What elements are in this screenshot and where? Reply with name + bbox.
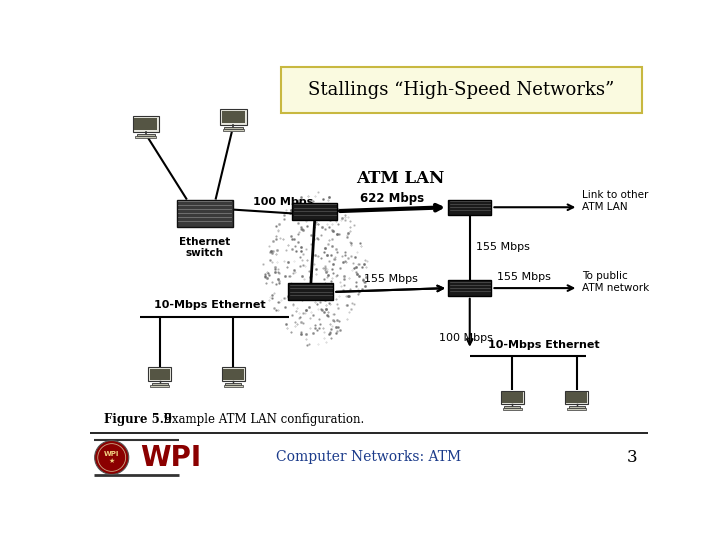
FancyBboxPatch shape: [225, 383, 241, 384]
FancyBboxPatch shape: [281, 67, 642, 112]
Text: Example ATM LAN configuration.: Example ATM LAN configuration.: [152, 413, 364, 426]
FancyBboxPatch shape: [220, 110, 246, 125]
Text: 10-Mbps Ethernet: 10-Mbps Ethernet: [154, 300, 266, 310]
Text: To public
ATM network: To public ATM network: [582, 271, 649, 293]
Text: 10-Mbps Ethernet: 10-Mbps Ethernet: [487, 340, 599, 350]
Text: 155 Mbps: 155 Mbps: [476, 242, 530, 252]
Text: Link to other
ATM LAN: Link to other ATM LAN: [582, 190, 649, 212]
Text: 155 Mbps: 155 Mbps: [497, 272, 551, 282]
Text: WPI: WPI: [140, 443, 202, 471]
Text: WPI
★: WPI ★: [104, 451, 120, 464]
Text: 155 Mbps: 155 Mbps: [364, 274, 418, 284]
FancyBboxPatch shape: [132, 117, 159, 132]
FancyBboxPatch shape: [501, 390, 524, 404]
Text: Figure 5.9: Figure 5.9: [104, 413, 172, 426]
FancyBboxPatch shape: [223, 369, 243, 380]
Text: Ethernet
switch: Ethernet switch: [179, 237, 230, 258]
FancyBboxPatch shape: [503, 408, 522, 410]
FancyBboxPatch shape: [224, 127, 243, 129]
FancyBboxPatch shape: [222, 111, 245, 123]
FancyBboxPatch shape: [224, 385, 243, 387]
FancyBboxPatch shape: [449, 280, 491, 296]
FancyBboxPatch shape: [449, 200, 491, 215]
FancyBboxPatch shape: [567, 392, 587, 403]
FancyBboxPatch shape: [135, 136, 156, 138]
Text: Computer Networks: ATM: Computer Networks: ATM: [276, 450, 462, 464]
FancyBboxPatch shape: [569, 406, 585, 408]
FancyBboxPatch shape: [150, 385, 169, 387]
FancyBboxPatch shape: [502, 392, 523, 403]
Text: ATM LAN: ATM LAN: [356, 170, 444, 187]
FancyBboxPatch shape: [177, 200, 233, 227]
Text: Stallings “High-Speed Networks”: Stallings “High-Speed Networks”: [308, 81, 614, 99]
FancyBboxPatch shape: [152, 383, 168, 384]
FancyBboxPatch shape: [289, 284, 333, 300]
Circle shape: [94, 441, 129, 475]
FancyBboxPatch shape: [134, 118, 158, 130]
Text: 3: 3: [627, 449, 638, 466]
FancyBboxPatch shape: [504, 406, 521, 408]
FancyBboxPatch shape: [565, 390, 588, 404]
Text: 622 Mbps: 622 Mbps: [360, 192, 424, 205]
FancyBboxPatch shape: [222, 129, 244, 131]
FancyBboxPatch shape: [150, 369, 170, 380]
FancyBboxPatch shape: [137, 134, 155, 136]
Text: 100 Mbps: 100 Mbps: [439, 333, 492, 343]
FancyBboxPatch shape: [292, 202, 337, 220]
Text: 100 Mbps: 100 Mbps: [253, 197, 313, 207]
FancyBboxPatch shape: [222, 367, 245, 381]
FancyBboxPatch shape: [567, 408, 586, 410]
FancyBboxPatch shape: [148, 367, 171, 381]
